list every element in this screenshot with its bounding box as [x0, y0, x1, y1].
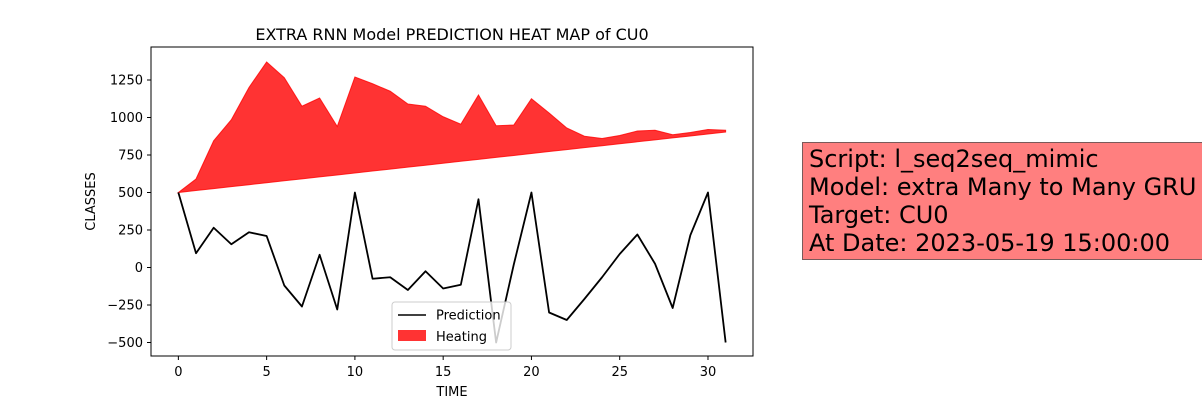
heating-area-group: [176, 61, 727, 194]
y-tick-label: 750: [118, 149, 143, 164]
y-tick-label: 250: [118, 224, 143, 239]
info-model: Model: extra Many to Many GRU: [809, 173, 1197, 201]
legend: Prediction Heating: [391, 301, 512, 351]
info-date: At Date: 2023-05-19 15:00:00: [809, 229, 1171, 257]
legend-prediction-label: Prediction: [436, 309, 501, 324]
legend-heating-label: Heating: [436, 330, 487, 345]
prediction-line-group: [177, 191, 727, 344]
legend-heating-swatch: [398, 330, 426, 341]
x-tick-label: 20: [523, 365, 540, 380]
chart-title: EXTRA RNN Model PREDICTION HEAT MAP of C…: [255, 25, 648, 44]
y-tick-label: 1250: [110, 74, 143, 89]
prediction-line: [177, 191, 727, 344]
plot-frame: [150, 46, 754, 357]
x-tick-label: 5: [262, 365, 270, 380]
y-tick-label: 0: [135, 261, 143, 276]
info-target: Target: CU0: [809, 201, 949, 229]
heating-area: [176, 61, 727, 194]
y-tick-label: −500: [107, 336, 143, 351]
y-tick-label: −250: [107, 299, 143, 314]
y-axis-label: CLASSES: [84, 172, 99, 230]
info-box: Script: l_seq2seq_mimic Model: extra Man…: [802, 142, 1202, 260]
x-tick-label: 0: [174, 365, 182, 380]
x-tick-label: 30: [700, 365, 717, 380]
y-tick-label: 1000: [110, 111, 143, 126]
y-tick-label: 500: [118, 186, 143, 201]
info-script: Script: l_seq2seq_mimic: [809, 145, 1099, 173]
x-axis-label: TIME: [435, 385, 467, 400]
x-axis: 0 5 10 15 20 25 30: [174, 356, 716, 380]
x-tick-label: 15: [435, 365, 452, 380]
x-tick-label: 10: [347, 365, 364, 380]
y-axis: −500 −250 0 250 500 750 1000 1250: [107, 74, 151, 351]
x-tick-label: 25: [611, 365, 628, 380]
